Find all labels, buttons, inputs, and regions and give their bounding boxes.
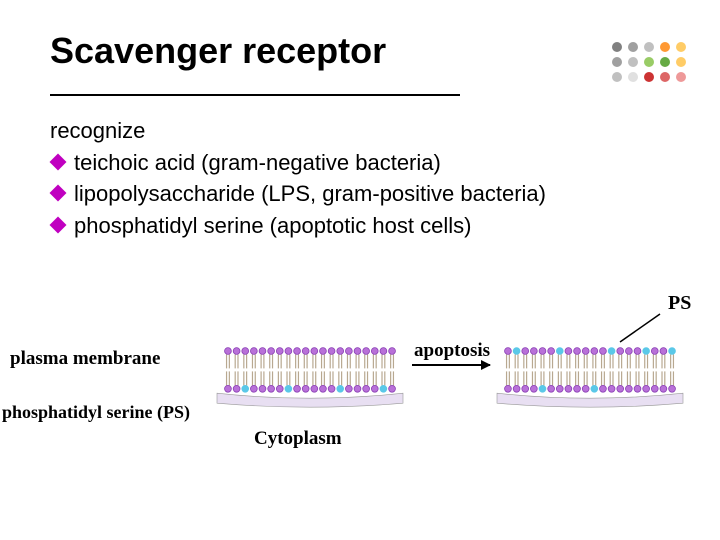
diamond-bullet-icon [50, 153, 67, 170]
subheading: recognize [50, 116, 680, 146]
bullet-item: phosphatidyl serine (apoptotic host cell… [50, 211, 680, 241]
diamond-bullet-icon [50, 185, 67, 202]
diamond-bullet-icon [50, 217, 67, 234]
title-underline [50, 94, 460, 96]
bullet-list: teichoic acid (gram-negative bacteria)li… [50, 148, 680, 241]
decor-dot [660, 42, 670, 52]
title-text: Scavenger receptor [50, 30, 680, 72]
decor-dot [644, 57, 654, 67]
decor-dot [660, 72, 670, 82]
decor-dot [612, 42, 622, 52]
decor-dot [644, 72, 654, 82]
decor-dot [612, 57, 622, 67]
decor-dot [628, 42, 638, 52]
bullet-item: teichoic acid (gram-negative bacteria) [50, 148, 680, 178]
decor-dot [612, 72, 622, 82]
decor-dot [676, 57, 686, 67]
bullet-text: phosphatidyl serine (apoptotic host cell… [74, 211, 471, 241]
decor-dot [676, 42, 686, 52]
decor-dot [676, 72, 686, 82]
bullet-text: teichoic acid (gram-negative bacteria) [74, 148, 441, 178]
slide-container: Scavenger receptor recognize teichoic ac… [0, 0, 720, 540]
body-content: recognize teichoic acid (gram-negative b… [50, 116, 680, 241]
slide-title: Scavenger receptor [50, 30, 680, 96]
membrane-diagram: PS apoptosis plasma membrane phosphatidy… [0, 290, 720, 510]
bullet-item: lipopolysaccharide (LPS, gram-positive b… [50, 179, 680, 209]
decor-dot [644, 42, 654, 52]
decor-dot [660, 57, 670, 67]
ps-pointer-line [0, 290, 720, 510]
corner-dots-decoration [612, 42, 686, 87]
bullet-text: lipopolysaccharide (LPS, gram-positive b… [74, 179, 546, 209]
decor-dot [628, 72, 638, 82]
decor-dot [628, 57, 638, 67]
